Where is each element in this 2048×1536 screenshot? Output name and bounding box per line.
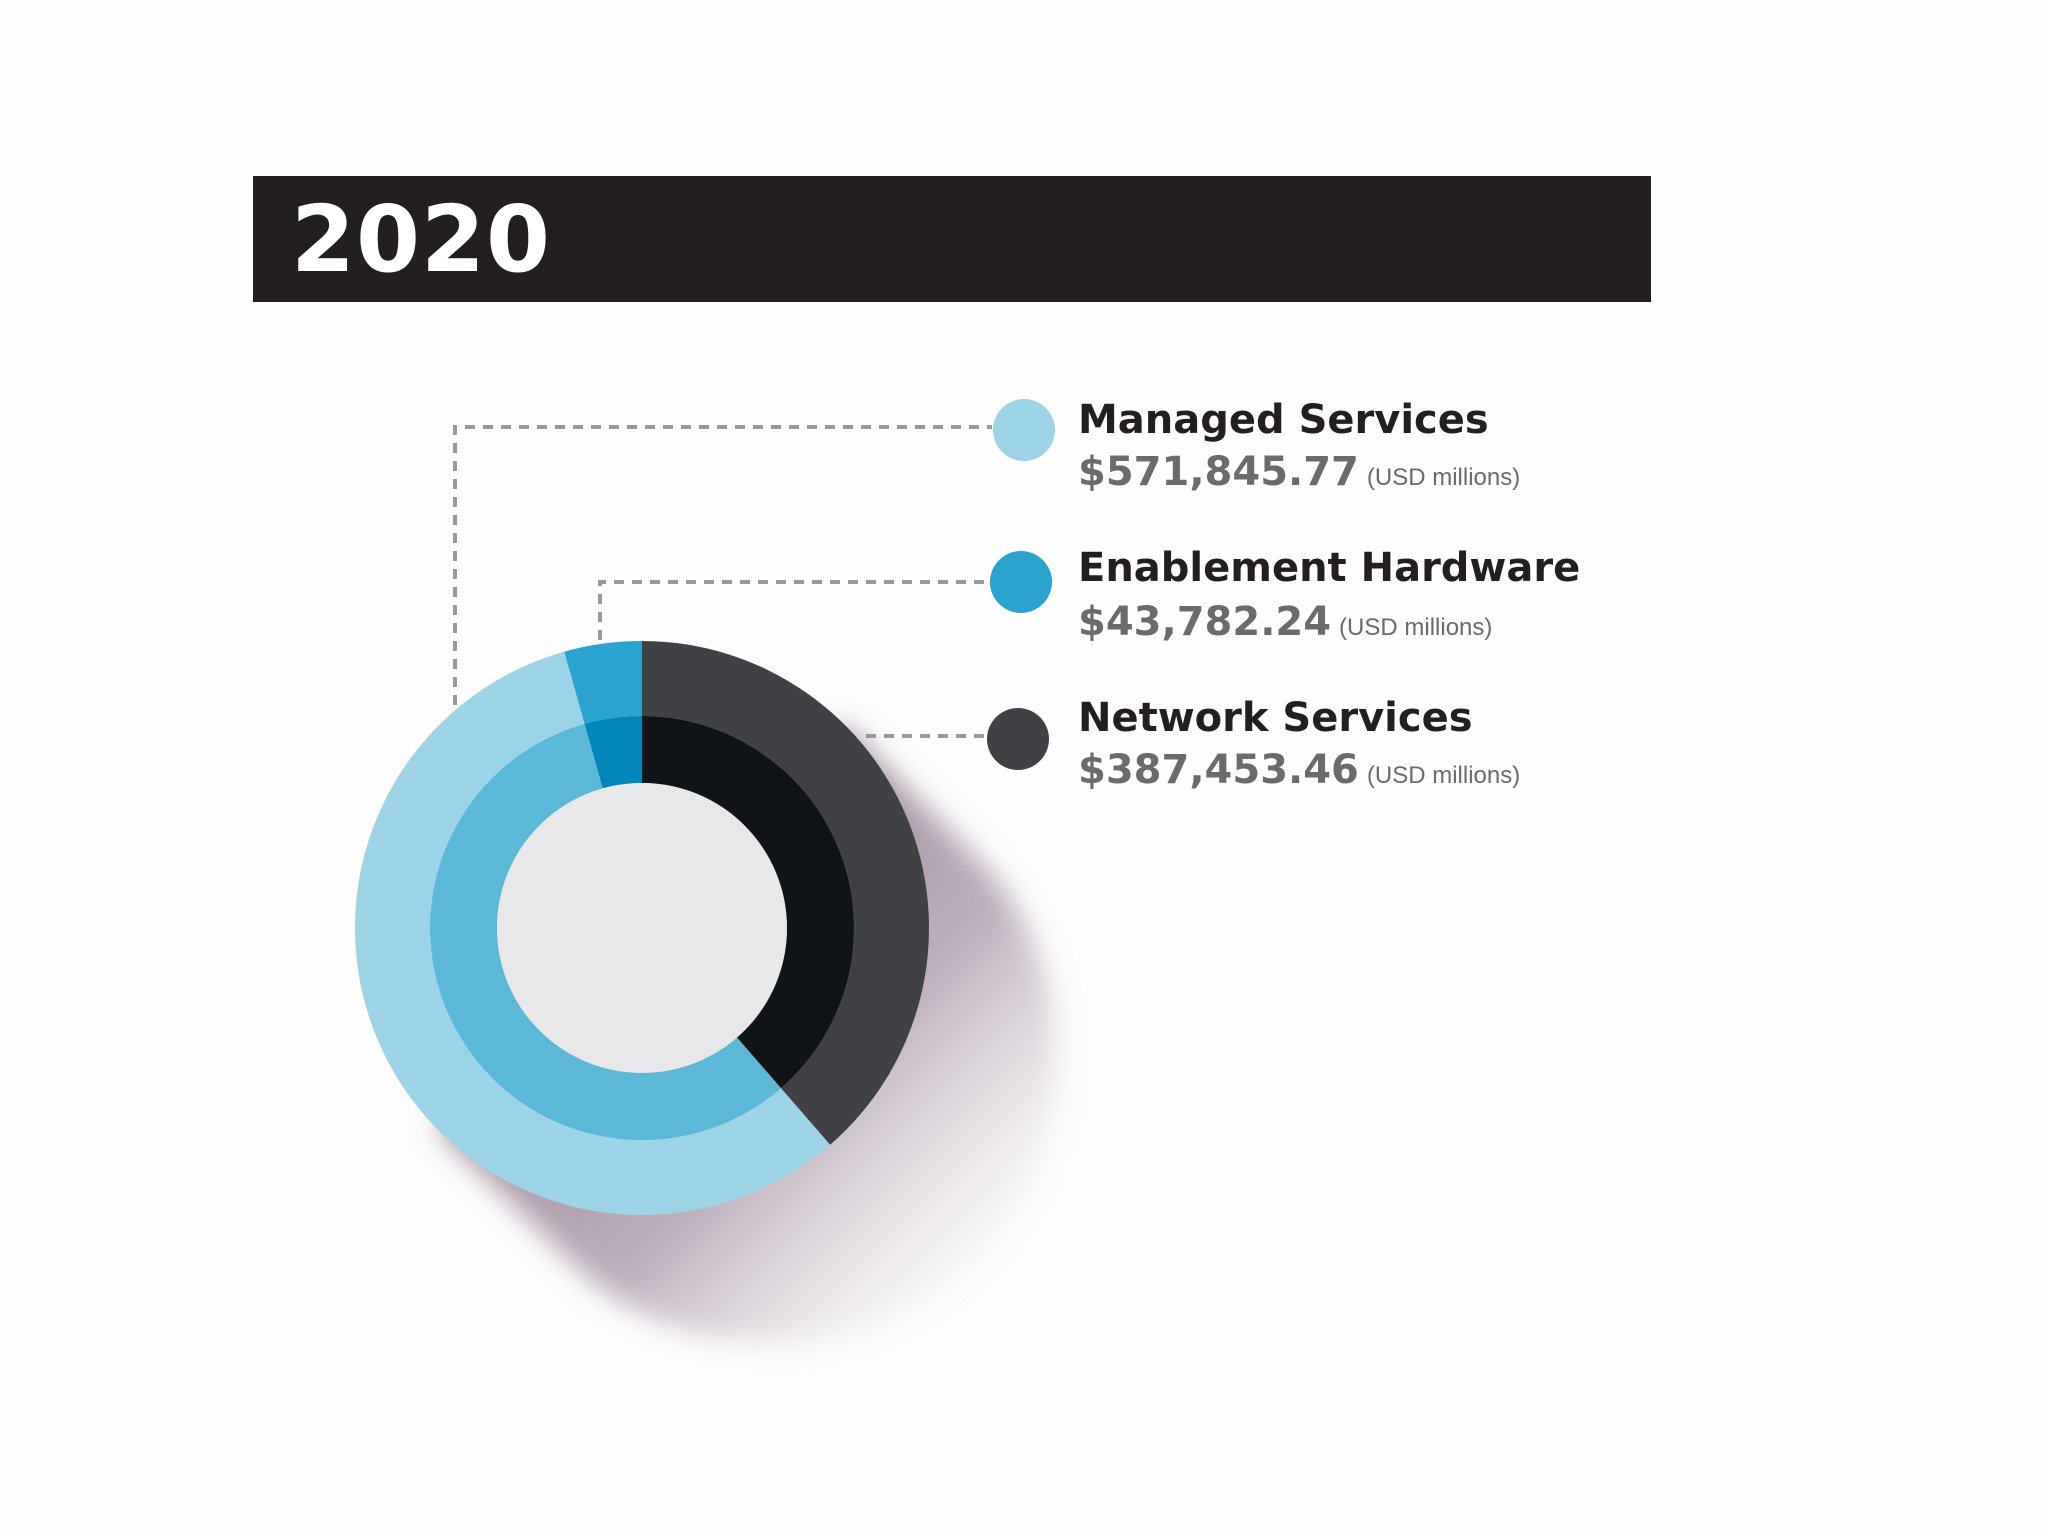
donut-rings	[354, 641, 929, 1215]
legend-value-row-network-services: $387,453.46 (USD millions)	[1078, 746, 1520, 800]
legend-unit-enablement-hardware: (USD millions)	[1339, 614, 1493, 641]
legend-unit-managed-services: (USD millions)	[1366, 464, 1521, 491]
legend-value-row-enablement-hardware: $43,782.24 (USD millions)	[1078, 598, 1492, 652]
donut-slice-inner-enablement-hardware	[584, 716, 642, 789]
legend-value-network-services: $387,453.46	[1078, 747, 1359, 793]
leader-line-enablement-hardware	[598, 580, 989, 640]
legend-value-managed-services: $571,845.77	[1078, 449, 1359, 495]
chart-title: 2020	[291, 186, 552, 293]
legend-label-network-services: Network Services	[1078, 695, 1473, 741]
legend-marker-network-services	[987, 708, 1049, 770]
donut-slice-inner-managed-services	[430, 723, 781, 1140]
legend-marker-enablement-hardware	[990, 551, 1052, 613]
legend-unit-network-services: (USD millions)	[1366, 762, 1521, 789]
leader-line-managed-services	[453, 425, 992, 705]
donut-slice-outer-network-services	[642, 641, 929, 1145]
legend-label-enablement-hardware: Enablement Hardware	[1078, 545, 1581, 591]
donut-slice-outer-enablement-hardware	[564, 641, 642, 724]
legend-marker-managed-services	[993, 399, 1055, 461]
donut-slice-outer-managed-services	[354, 651, 831, 1215]
legend-value-row-managed-services: $571,845.77 (USD millions)	[1078, 448, 1520, 502]
leader-lines	[453, 425, 992, 738]
donut-center	[497, 783, 787, 1073]
legend-label-managed-services: Managed Services	[1078, 397, 1489, 443]
legend-markers	[987, 399, 1055, 770]
legend-value-enablement-hardware: $43,782.24	[1078, 599, 1332, 645]
title-bar: 2020	[253, 176, 1651, 302]
donut-slice-inner-network-services	[642, 716, 854, 1089]
